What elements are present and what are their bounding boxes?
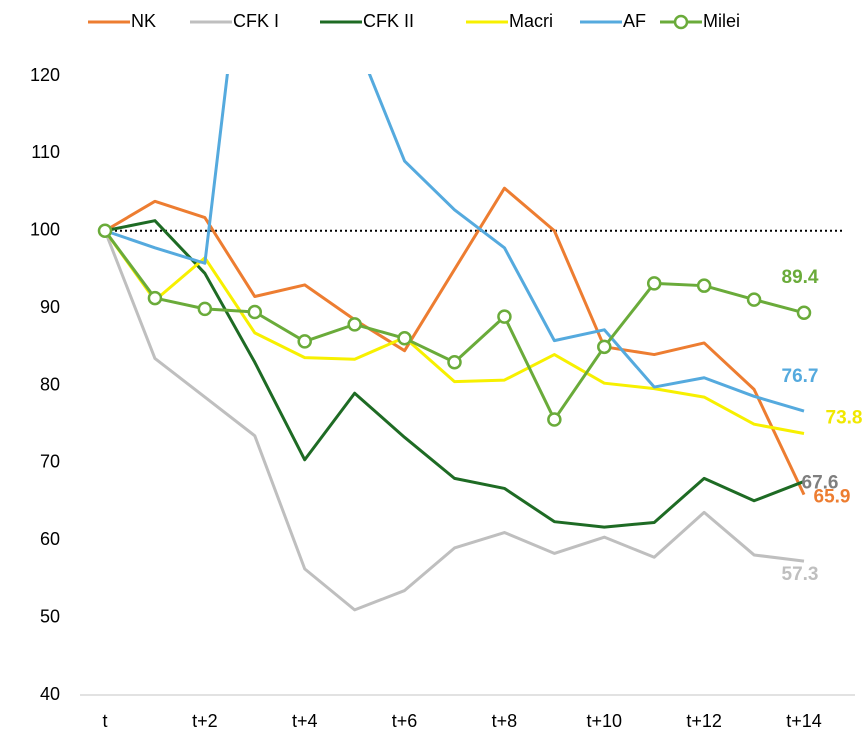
y-tick-label: 60 bbox=[40, 529, 60, 549]
y-tick-label: 50 bbox=[40, 606, 60, 626]
marker bbox=[597, 339, 612, 355]
series-line bbox=[104, 219, 805, 529]
y-tick-label: 100 bbox=[30, 220, 60, 240]
legend-label: Macri bbox=[509, 11, 553, 31]
data-label: 76.7 bbox=[782, 366, 819, 387]
data-label: 57.3 bbox=[782, 564, 819, 585]
x-tick-label: t+2 bbox=[192, 711, 218, 731]
legend-label: Milei bbox=[703, 11, 740, 31]
series-line bbox=[104, 74, 805, 413]
series-line bbox=[103, 229, 805, 422]
y-tick-label: 40 bbox=[40, 684, 60, 704]
marker bbox=[447, 355, 462, 370]
legend-label: NK bbox=[131, 11, 156, 31]
marker bbox=[547, 412, 562, 427]
data-label: 65.9 bbox=[814, 487, 851, 508]
marker bbox=[397, 331, 412, 346]
plot-area bbox=[97, 74, 812, 612]
x-tick-label: t bbox=[102, 711, 107, 731]
legend-label: CFK I bbox=[233, 11, 279, 31]
marker bbox=[497, 309, 512, 324]
y-tick-label: 80 bbox=[40, 374, 60, 394]
marker bbox=[297, 334, 312, 349]
y-tick-label: 70 bbox=[40, 452, 60, 472]
x-tick-label: t+8 bbox=[492, 711, 518, 731]
legend-label: CFK II bbox=[363, 11, 414, 31]
series-line bbox=[103, 230, 805, 612]
marker bbox=[796, 305, 812, 321]
data-label: 73.8 bbox=[826, 407, 862, 428]
legend-marker bbox=[673, 14, 689, 30]
x-tick-label: t+10 bbox=[587, 711, 623, 731]
data-label: 89.4 bbox=[782, 267, 819, 288]
y-tick-label: 120 bbox=[30, 65, 60, 85]
y-tick-label: 90 bbox=[40, 297, 60, 317]
x-tick-label: t+14 bbox=[786, 711, 822, 731]
marker bbox=[646, 276, 662, 291]
marker bbox=[147, 290, 163, 306]
data-label: 67.6 bbox=[802, 472, 839, 493]
marker bbox=[347, 317, 362, 332]
marker bbox=[247, 304, 263, 320]
marker bbox=[696, 278, 712, 293]
y-tick-label: 110 bbox=[31, 142, 60, 162]
x-tick-label: t+6 bbox=[392, 711, 418, 731]
series-line bbox=[104, 186, 806, 496]
legend-label: AF bbox=[623, 11, 646, 31]
marker bbox=[746, 292, 762, 307]
x-tick-label: t+4 bbox=[292, 711, 318, 731]
marker bbox=[97, 223, 113, 238]
x-tick-label: t+12 bbox=[686, 711, 722, 731]
marker bbox=[197, 301, 213, 317]
series-line bbox=[103, 229, 805, 435]
